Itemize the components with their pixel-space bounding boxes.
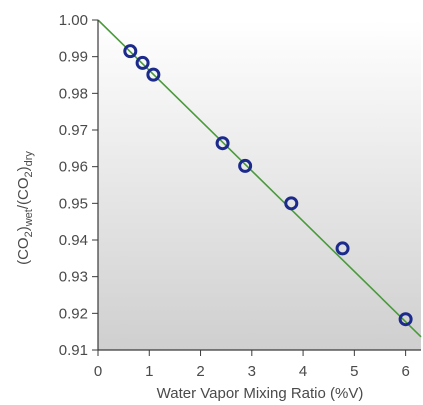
y-tick-label: 0.96 <box>59 159 88 176</box>
data-point <box>123 44 138 59</box>
x-axis-title: Water Vapor Mixing Ratio (%V) <box>157 385 364 402</box>
plot-area <box>98 20 421 350</box>
data-point <box>135 55 150 70</box>
y-tick-label: 0.95 <box>59 195 88 212</box>
x-tick-label: 5 <box>350 363 358 380</box>
data-point <box>146 67 161 82</box>
x-tick-label: 6 <box>401 363 409 380</box>
y-tick-label: 1.00 <box>59 12 88 29</box>
x-tick-label: 4 <box>299 363 307 380</box>
y-tick-label: 0.94 <box>59 232 88 249</box>
y-tick-label: 0.91 <box>59 342 88 359</box>
x-tick-label: 1 <box>145 363 153 380</box>
data-point <box>398 312 413 327</box>
y-tick-label: 0.99 <box>59 49 88 66</box>
data-point <box>215 136 230 151</box>
y-tick-label: 0.98 <box>59 85 88 102</box>
x-tick-label: 2 <box>196 363 204 380</box>
data-point <box>335 241 350 256</box>
x-tick-label: 3 <box>248 363 256 380</box>
fit-line <box>98 19 422 338</box>
y-tick-label: 0.97 <box>59 122 88 139</box>
data-point <box>238 158 253 173</box>
data-point <box>284 196 299 211</box>
y-tick-label: 0.92 <box>59 305 88 322</box>
y-axis-title: (CO2)wet/(CO2)dry <box>15 151 35 265</box>
y-tick-label: 0.93 <box>59 269 88 286</box>
x-tick-label: 0 <box>94 363 102 380</box>
